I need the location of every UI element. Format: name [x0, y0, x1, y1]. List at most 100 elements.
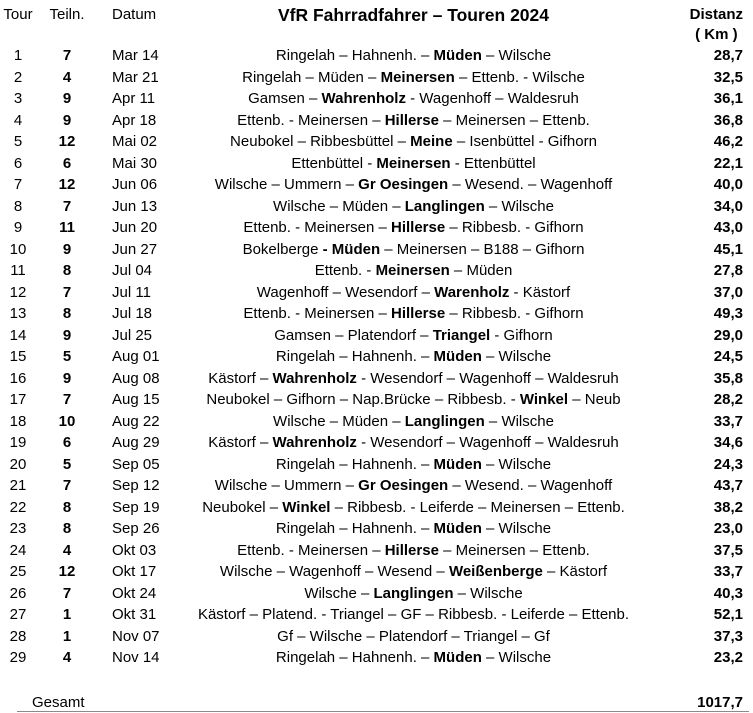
distance-cell: 36,1 — [713, 90, 743, 107]
distanz-header-line2: ( Km ) — [695, 26, 738, 43]
route-highlight: Müden — [433, 455, 482, 473]
route-highlight: Hillerse — [390, 305, 446, 322]
date-cell: Aug 15 — [112, 391, 160, 408]
date-cell: Jun 13 — [112, 197, 158, 215]
participants-cell: 9 — [62, 111, 72, 129]
route-cell: Wagenhoff – Wesendorf – Warenholz - Käst… — [256, 283, 571, 301]
route-cell: Ringelah – Hahnenh. – Müden – Wilsche — [275, 47, 552, 64]
distance-cell: 43,0 — [713, 219, 743, 236]
col-header-distanz: Distanz ( Km ) — [655, 5, 743, 45]
route-highlight: Hillerse — [384, 111, 439, 129]
route-highlight: - Müden — [322, 240, 381, 258]
tour-cell: 27 — [9, 606, 27, 623]
distance-cell: 37,3 — [713, 627, 743, 645]
table-row: 15 5 Aug 01 Ringelah – Hahnenh. – Müden – W… — [0, 346, 753, 368]
route-highlight: Müden — [433, 520, 482, 537]
distance-cell: 22,1 — [713, 154, 743, 172]
participants-cell: 9 — [62, 369, 72, 387]
table-row: 1 7 Mar 14 Ringelah – Hahnenh. – Müden – Wi… — [0, 45, 753, 67]
tour-cell: 8 — [13, 197, 23, 215]
tour-cell: 2 — [13, 68, 23, 86]
date-cell: Mai 02 — [112, 133, 158, 150]
table-row: 7 12 Jun 06 Wilsche – Ummern – Gr Oesingen … — [0, 174, 753, 196]
route-cell: Ettenb. - Meinersen – Hillerse – Meiners… — [237, 111, 590, 129]
participants-cell: 1 — [62, 606, 72, 623]
col-header-tour: Tour — [3, 6, 33, 23]
tour-cell: 20 — [9, 455, 27, 473]
route-highlight: Langlingen — [404, 412, 485, 430]
route-highlight: Winkel — [519, 391, 569, 408]
date-cell: Sep 05 — [112, 455, 160, 473]
tour-cell: 15 — [9, 348, 27, 365]
date-cell: Nov 07 — [112, 627, 160, 645]
route-highlight: Langlingen — [404, 197, 485, 215]
distance-cell: 24,5 — [713, 348, 743, 365]
distance-cell: 32,5 — [713, 68, 743, 86]
route-cell: Neubokel – Ribbesbüttel – Meine – Isenbü… — [230, 133, 597, 150]
tour-cell: 26 — [9, 584, 27, 602]
table-row: 14 9 Jul 25 Gamsen – Platendorf – Triangel … — [0, 325, 753, 347]
tour-cell: 14 — [9, 326, 27, 344]
participants-cell: 8 — [62, 305, 72, 322]
table-row: 6 6 Mai 30 Ettenbüttel - Meinersen - Ettenb… — [0, 153, 753, 175]
date-cell: Sep 19 — [112, 498, 160, 516]
route-cell: Ringelah – Müden – Meinersen – Ettenb. -… — [242, 68, 585, 86]
route-cell: Wilsche – Ummern – Gr Oesingen – Wesend.… — [214, 176, 613, 193]
table-row: 2 4 Mar 21 Ringelah – Müden – Meinersen – E… — [0, 67, 753, 89]
date-cell: Jul 25 — [112, 326, 153, 344]
page-title: VfR Fahrradfahrer – Touren 2024 — [277, 5, 549, 25]
date-cell: Jun 27 — [112, 240, 158, 258]
distance-cell: 49,3 — [713, 305, 743, 322]
route-cell: Kästorf – Platend. - Triangel – GF – Rib… — [197, 606, 630, 623]
date-cell: Mai 30 — [112, 154, 158, 172]
participants-cell: 7 — [62, 391, 72, 408]
route-highlight: Gr Oesingen — [358, 477, 449, 494]
date-cell: Jun 06 — [112, 176, 158, 193]
distance-cell: 23,2 — [713, 649, 743, 666]
table-row: 23 8 Sep 26 Ringelah – Hahnenh. – Müden – W… — [0, 518, 753, 540]
tour-cell: 19 — [9, 434, 27, 451]
route-highlight: Langlingen — [373, 584, 454, 602]
table-row: 22 8 Sep 19 Neubokel – Winkel – Ribbesb. - … — [0, 497, 753, 519]
route-highlight: Warenholz — [434, 283, 510, 301]
tour-cell: 9 — [13, 219, 23, 236]
route-highlight: Hillerse — [384, 541, 439, 559]
date-cell: Apr 18 — [112, 111, 157, 129]
route-cell: Ettenb. - Meinersen – Müden — [314, 262, 513, 279]
table-row: 29 4 Nov 14 Ringelah – Hahnenh. – Müden – W… — [0, 647, 753, 669]
tour-cell: 4 — [13, 111, 23, 129]
distance-cell: 37,0 — [713, 283, 743, 301]
date-cell: Mar 21 — [112, 68, 159, 86]
distance-cell: 33,7 — [713, 563, 743, 580]
table-row: 20 5 Sep 05 Ringelah – Hahnenh. – Müden – W… — [0, 454, 753, 476]
route-cell: Gf – Wilsche – Platendorf – Triangel – G… — [277, 627, 550, 645]
route-highlight: Winkel — [282, 498, 331, 516]
tour-cell: 23 — [9, 520, 27, 537]
table-row: 28 1 Nov 07 Gf – Wilsche – Platendorf – Tri… — [0, 626, 753, 648]
bottom-rule — [17, 711, 749, 712]
date-cell: Sep 12 — [112, 477, 160, 494]
route-highlight: Wahrenholz — [272, 369, 357, 387]
tour-cell: 7 — [13, 176, 23, 193]
participants-cell: 8 — [62, 262, 72, 279]
table-row: 11 8 Jul 04 Ettenb. - Meinersen – Müden 27,8 — [0, 260, 753, 282]
table-row: 17 7 Aug 15 Neubokel – Gifhorn – Nap.Brücke… — [0, 389, 753, 411]
participants-cell: 12 — [58, 133, 76, 150]
participants-cell: 5 — [62, 348, 72, 365]
total-label: Gesamt — [32, 693, 85, 711]
distance-cell: 29,0 — [713, 326, 743, 344]
date-cell: Jul 04 — [112, 262, 153, 279]
participants-cell: 6 — [62, 434, 72, 451]
participants-cell: 7 — [62, 477, 72, 494]
tour-cell: 6 — [13, 154, 23, 172]
participants-cell: 10 — [58, 412, 76, 430]
tour-cell: 25 — [9, 563, 27, 580]
route-cell: Gamsen – Platendorf – Triangel - Gifhorn — [274, 326, 553, 344]
route-highlight: Wahrenholz — [272, 434, 357, 451]
distance-cell: 38,2 — [713, 498, 743, 516]
route-cell: Neubokel – Winkel – Ribbesb. - Leiferde … — [202, 498, 625, 516]
route-highlight: Meinersen — [375, 262, 450, 279]
date-cell: Jun 20 — [112, 219, 158, 236]
distance-cell: 52,1 — [713, 606, 743, 623]
distance-cell: 43,7 — [713, 477, 743, 494]
